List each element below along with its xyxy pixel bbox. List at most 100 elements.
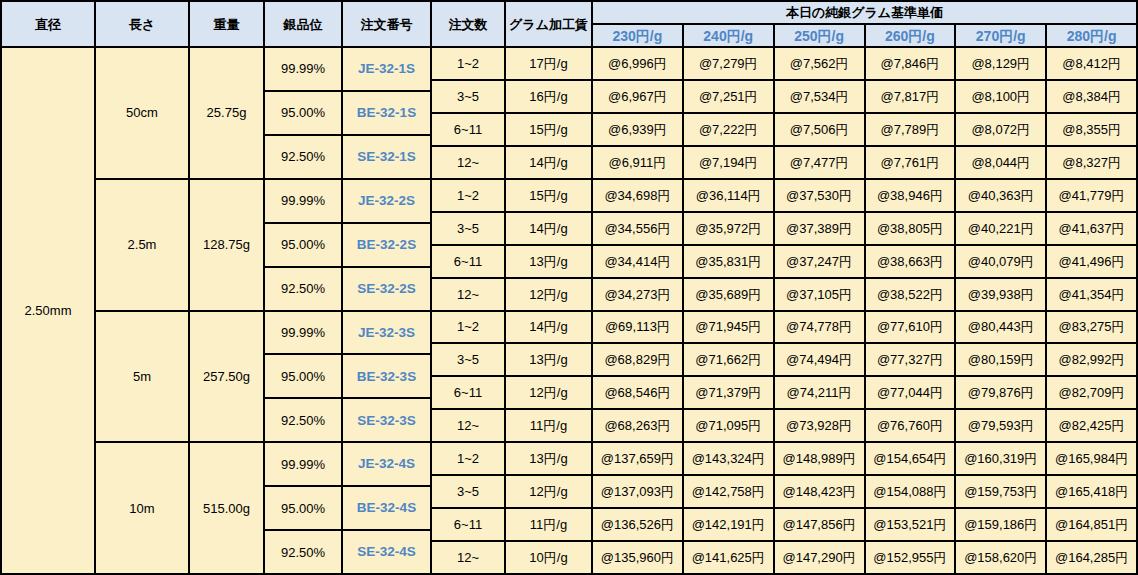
price-cell: @8,384円 (1047, 81, 1136, 112)
price-cell: @165,984円 (1047, 443, 1136, 474)
order-number-link[interactable]: SE-32-4S (343, 531, 430, 573)
price-cell: @73,928円 (775, 410, 864, 441)
price-cell: @82,425円 (1047, 410, 1136, 441)
order-qty-cell: 3~5 (432, 344, 504, 375)
price-cell: @7,251円 (684, 81, 773, 112)
order-qty-cell: 1~2 (432, 312, 504, 343)
price-cell: @34,414円 (593, 246, 682, 277)
order-qty-cell: 12~ (432, 410, 504, 441)
price-cell: @141,625円 (684, 542, 773, 573)
price-cell: @148,989円 (775, 443, 864, 474)
price-cell: @38,522円 (866, 279, 955, 310)
price-cell: @7,789円 (866, 114, 955, 145)
purity-cell: 99.99% (265, 48, 341, 90)
gram-fee-cell: 11円/g (506, 509, 591, 540)
price-cell: @7,279円 (684, 48, 773, 79)
price-cell: @74,494円 (775, 344, 864, 375)
purity-cell: 92.50% (265, 531, 341, 573)
gram-fee-cell: 15円/g (506, 114, 591, 145)
order-number-link[interactable]: SE-32-1S (343, 136, 430, 178)
price-cell: @34,698円 (593, 180, 682, 211)
price-cell: @37,389円 (775, 213, 864, 244)
price-cell: @160,319円 (956, 443, 1045, 474)
order-number-link[interactable]: BE-32-4S (343, 487, 430, 529)
order-qty-cell: 1~2 (432, 443, 504, 474)
price-cell: @82,709円 (1047, 377, 1136, 408)
price-cell: @71,095円 (684, 410, 773, 441)
silver-wire-price-table: 直径 長さ 重量 銀品位 注文番号 注文数 グラム加工賃 本日の純銀グラム基準単… (0, 0, 1138, 575)
price-cell: @7,562円 (775, 48, 864, 79)
weight-cell: 257.50g (190, 312, 263, 442)
price-cell: @77,610円 (866, 312, 955, 343)
order-qty-cell: 6~11 (432, 114, 504, 145)
price-cell: @71,945円 (684, 312, 773, 343)
price-cell: @164,285円 (1047, 542, 1136, 573)
gram-fee-cell: 14円/g (506, 312, 591, 343)
order-number-link[interactable]: JE-32-2S (343, 180, 430, 222)
price-cell: @79,876円 (956, 377, 1045, 408)
price-cell: @82,992円 (1047, 344, 1136, 375)
price-cell: @8,327円 (1047, 147, 1136, 178)
price-cell: @142,191円 (684, 509, 773, 540)
price-cell: @77,327円 (866, 344, 955, 375)
order-number-link[interactable]: BE-32-1S (343, 92, 430, 134)
order-number-link[interactable]: JE-32-4S (343, 443, 430, 485)
order-number-link[interactable]: BE-32-3S (343, 355, 430, 397)
price-cell: @159,186円 (956, 509, 1045, 540)
header-price-unit-250: 250円/g (775, 25, 864, 46)
purity-cell: 92.50% (265, 136, 341, 178)
gram-fee-cell: 15円/g (506, 180, 591, 211)
price-cell: @76,760円 (866, 410, 955, 441)
price-cell: @36,114円 (684, 180, 773, 211)
price-cell: @71,379円 (684, 377, 773, 408)
price-cell: @40,079円 (956, 246, 1045, 277)
price-cell: @135,960円 (593, 542, 682, 573)
gram-fee-cell: 14円/g (506, 213, 591, 244)
price-cell: @165,418円 (1047, 476, 1136, 507)
price-cell: @41,496円 (1047, 246, 1136, 277)
gram-fee-cell: 16円/g (506, 81, 591, 112)
order-number-link[interactable]: BE-32-2S (343, 224, 430, 266)
order-qty-cell: 3~5 (432, 81, 504, 112)
price-cell: @79,593円 (956, 410, 1045, 441)
price-cell: @35,831円 (684, 246, 773, 277)
price-cell: @164,851円 (1047, 509, 1136, 540)
price-cell: @147,856円 (775, 509, 864, 540)
price-cell: @6,996円 (593, 48, 682, 79)
order-qty-cell: 1~2 (432, 180, 504, 211)
price-cell: @7,846円 (866, 48, 955, 79)
purity-cell: 95.00% (265, 355, 341, 397)
price-cell: @137,093円 (593, 476, 682, 507)
price-cell: @41,354円 (1047, 279, 1136, 310)
gram-fee-cell: 13円/g (506, 344, 591, 375)
order-number-link[interactable]: SE-32-2S (343, 268, 430, 310)
weight-cell: 515.00g (190, 443, 263, 573)
price-cell: @8,412円 (1047, 48, 1136, 79)
price-cell: @159,753円 (956, 476, 1045, 507)
price-cell: @153,521円 (866, 509, 955, 540)
header-weight: 重量 (190, 2, 263, 46)
order-number-link[interactable]: SE-32-3S (343, 399, 430, 441)
header-price-unit-270: 270円/g (956, 25, 1045, 46)
purity-cell: 99.99% (265, 312, 341, 354)
price-cell: @37,105円 (775, 279, 864, 310)
order-number-link[interactable]: JE-32-1S (343, 48, 430, 90)
diameter-value-cell: 2.50mm (2, 48, 94, 573)
gram-fee-cell: 17円/g (506, 48, 591, 79)
price-cell: @7,761円 (866, 147, 955, 178)
price-cell: @143,324円 (684, 443, 773, 474)
order-qty-cell: 6~11 (432, 246, 504, 277)
length-cell: 50cm (96, 48, 188, 178)
order-qty-cell: 1~2 (432, 48, 504, 79)
order-qty-cell: 12~ (432, 279, 504, 310)
weight-cell: 128.75g (190, 180, 263, 310)
gram-fee-cell: 12円/g (506, 476, 591, 507)
price-cell: @35,972円 (684, 213, 773, 244)
length-cell: 2.5m (96, 180, 188, 310)
price-cell: @6,939円 (593, 114, 682, 145)
order-qty-cell: 3~5 (432, 213, 504, 244)
order-qty-cell: 12~ (432, 147, 504, 178)
order-number-link[interactable]: JE-32-3S (343, 312, 430, 354)
gram-fee-cell: 12円/g (506, 279, 591, 310)
price-cell: @7,477円 (775, 147, 864, 178)
